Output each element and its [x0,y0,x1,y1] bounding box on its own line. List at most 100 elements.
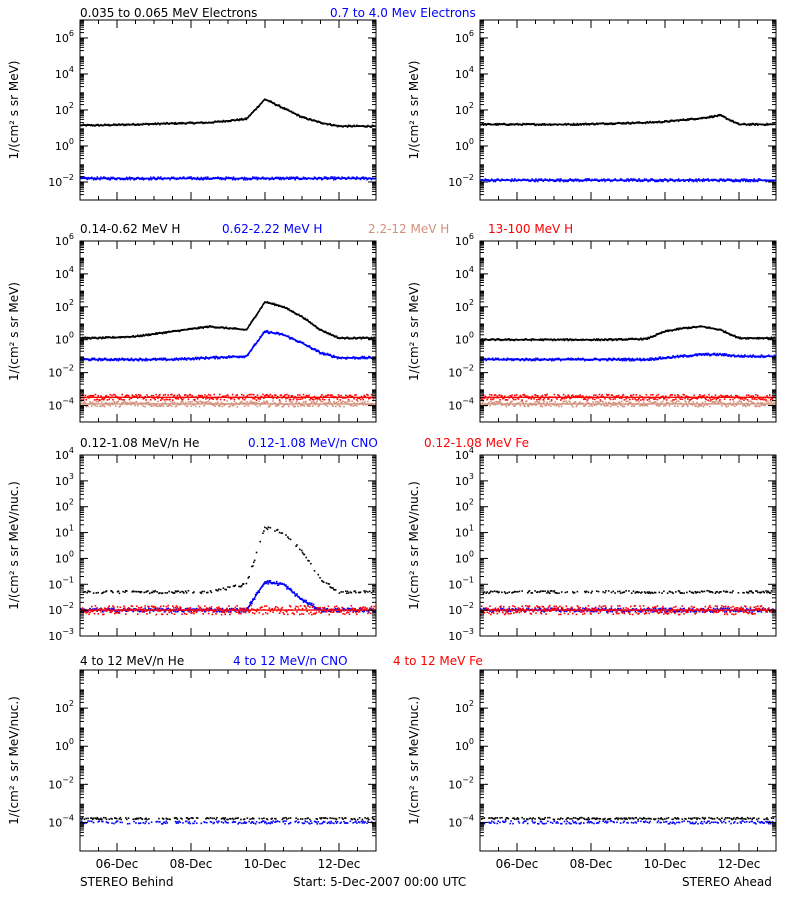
data-point [681,405,684,408]
data-point [91,357,94,360]
data-point [709,354,711,357]
data-point [640,359,642,362]
data-point [678,180,681,182]
data-point [358,607,361,610]
data-point [110,176,112,179]
data-point [590,592,592,594]
data-point [124,400,126,403]
data-point [314,612,317,615]
data-point [338,607,341,610]
data-point [542,180,545,183]
data-point [128,176,131,179]
data-point [557,394,559,396]
data-point [562,400,565,403]
data-point [621,359,624,362]
data-point [201,610,204,612]
data-point [159,357,161,360]
data-point [595,404,598,406]
data-point [342,400,344,403]
data-point [325,582,328,584]
data-point [123,605,125,608]
data-point [562,180,565,183]
data-point [285,610,287,612]
data-point [730,394,732,397]
data-point [90,610,93,612]
data-point [608,608,611,610]
data-point [600,395,603,398]
data-point [100,405,102,408]
data-point [86,591,88,594]
data-point [269,404,272,407]
data-point [356,613,358,616]
data-point [214,120,216,123]
data-point [317,397,319,400]
data-point [548,180,550,182]
data-point [183,612,186,615]
data-point [702,178,705,180]
data-point [662,400,664,403]
data-point [333,354,335,357]
data-point [671,394,673,396]
data-point [704,352,707,355]
data-point [113,401,116,404]
data-point [274,394,276,396]
data-point [333,336,336,338]
data-point [716,591,719,593]
series-behind-row1-1 [79,329,376,362]
data-point [693,118,696,121]
data-point [363,610,366,613]
data-point [91,395,94,397]
data-point [348,400,351,403]
data-point [699,325,702,327]
data-point [539,359,542,362]
data-point [228,611,230,613]
data-point [676,405,679,408]
data-point [99,607,101,610]
data-point [546,608,548,610]
data-point [189,393,192,396]
data-point [209,590,212,592]
data-point [576,404,579,406]
data-point [305,607,308,610]
data-point [97,613,100,615]
data-point [153,605,156,608]
data-point [190,610,192,613]
data-point [285,584,287,586]
data-point [557,607,559,610]
data-point [752,122,754,125]
data-point [141,176,144,179]
data-point [702,405,705,408]
data-point [773,354,776,357]
data-point [490,178,493,181]
data-point [527,359,530,362]
data-point [606,404,609,407]
data-point [124,607,126,609]
data-point [695,405,697,407]
data-point [203,405,205,407]
data-point [324,176,327,179]
data-point [301,404,304,407]
data-point [567,357,569,360]
data-point [553,180,556,183]
data-point [235,611,238,614]
data-point [172,395,175,397]
data-point [362,336,365,339]
data-point [298,613,301,616]
data-point [357,610,360,613]
data-point [347,592,350,594]
data-point [662,180,664,183]
data-point [275,104,277,107]
data-point [117,123,120,125]
data-point [629,402,631,404]
series-ahead-row0-0 [479,113,776,127]
data-point [558,405,560,408]
data-point [143,397,146,399]
data-point [274,530,276,532]
data-point [580,124,582,126]
data-point [592,401,594,403]
data-point [139,402,142,404]
data-point [212,404,215,406]
data-point [672,592,674,595]
data-point [523,393,525,396]
data-point [221,611,224,613]
